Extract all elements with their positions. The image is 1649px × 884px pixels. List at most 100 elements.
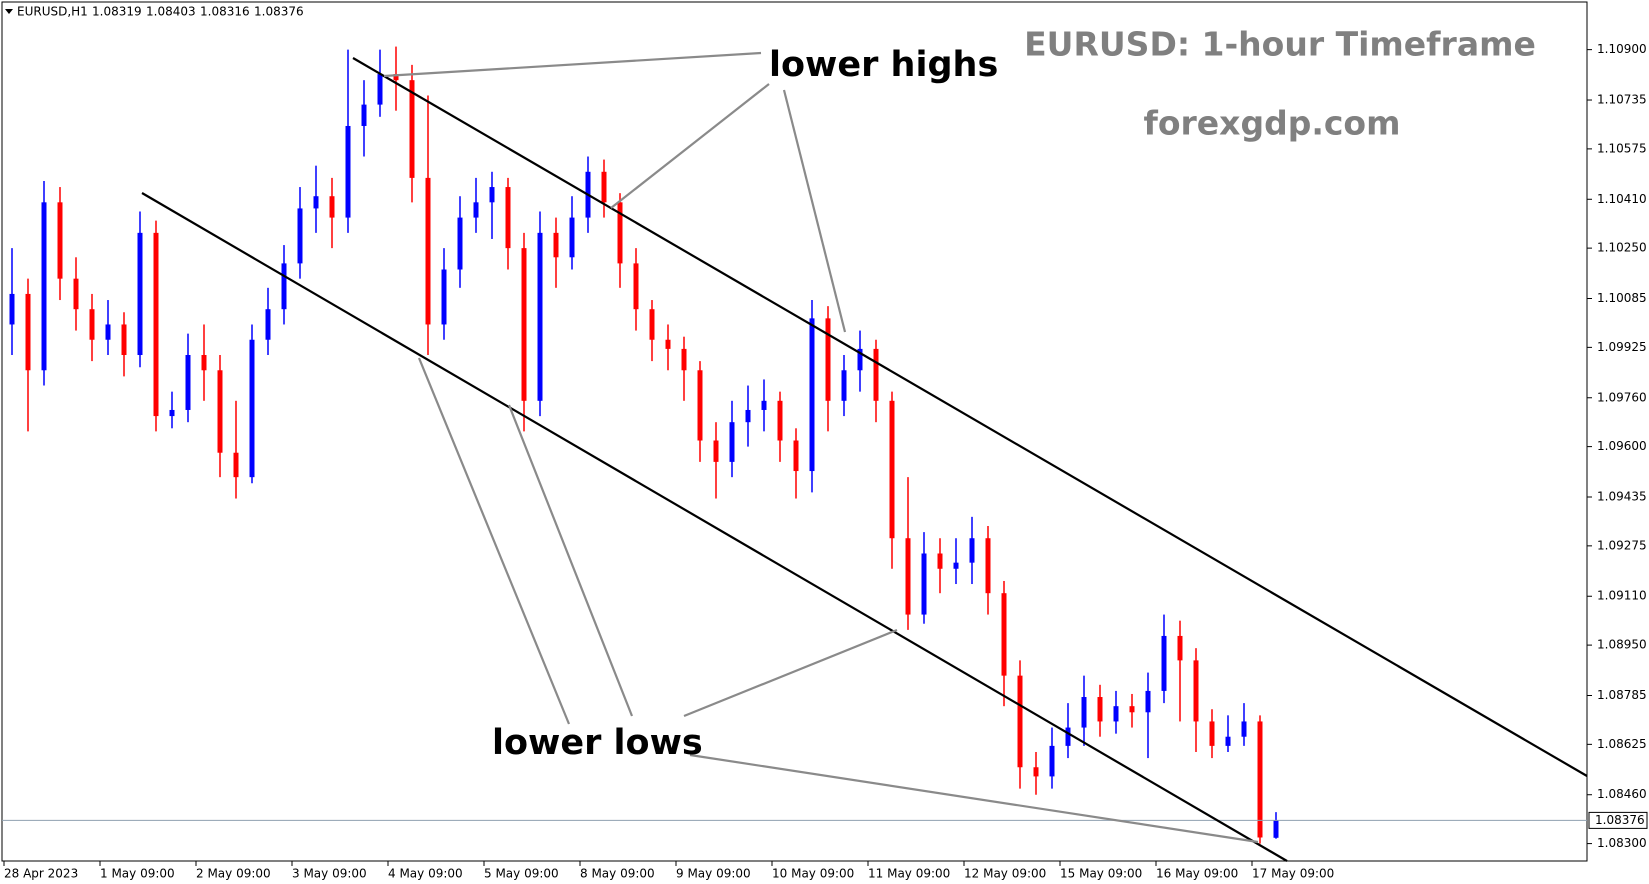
candle-body	[937, 553, 943, 569]
candle-body	[265, 309, 271, 340]
candle-body	[905, 538, 911, 615]
y-tick-label: 1.08785	[1597, 688, 1647, 702]
candle-body	[633, 263, 639, 310]
candle-body	[281, 263, 287, 310]
candle-body	[201, 355, 207, 371]
pointer-line	[507, 404, 634, 717]
candle-body	[1001, 593, 1007, 676]
candle-body	[1161, 635, 1167, 691]
y-tick-label: 1.10575	[1597, 141, 1647, 155]
candle-body	[841, 370, 847, 401]
menu-arrow[interactable]	[5, 9, 13, 14]
candle-body	[297, 208, 303, 264]
candle-body	[873, 348, 879, 401]
header-high: 1.08403	[146, 5, 196, 19]
x-tick-label: 3 May 09:00	[292, 867, 367, 881]
candle-body	[1097, 697, 1103, 722]
candle-body	[313, 196, 319, 209]
candle-body	[329, 196, 335, 218]
pointer-line	[417, 357, 571, 725]
candle-body	[1113, 706, 1119, 722]
candle-body	[153, 232, 159, 417]
candle-body	[57, 202, 63, 279]
pointer-line	[689, 753, 1259, 844]
x-tick-label: 1 May 09:00	[100, 867, 175, 881]
x-tick-label: 28 Apr 2023	[4, 867, 78, 881]
pointers	[383, 51, 1259, 844]
candle-body	[1129, 706, 1135, 713]
symbol: EURUSD,H1	[17, 5, 88, 19]
pointer-line	[683, 628, 898, 718]
candle-body	[953, 562, 959, 569]
candle-body	[729, 422, 735, 462]
x-tick-label: 9 May 09:00	[676, 867, 751, 881]
channel	[141, 57, 1588, 862]
candle-body	[473, 202, 479, 218]
candle-body	[697, 370, 703, 441]
candle-body	[1065, 727, 1071, 746]
candle-body	[121, 324, 127, 356]
x-tick-label: 16 May 09:00	[1156, 867, 1238, 881]
candle-body	[793, 440, 799, 472]
chart-title: EURUSD: 1-hour Timeframe	[1024, 25, 1536, 64]
pointer-line	[610, 83, 770, 209]
x-tick-label: 17 May 09:00	[1252, 867, 1334, 881]
candle-body	[1145, 690, 1151, 713]
y-tick-label: 1.10085	[1597, 291, 1647, 305]
x-tick-label: 2 May 09:00	[196, 867, 271, 881]
candle-body	[393, 74, 399, 81]
y-tick-label: 1.09760	[1597, 390, 1647, 404]
candle-body	[345, 125, 351, 218]
candle-body	[777, 400, 783, 441]
annotation: lower highs	[769, 45, 998, 85]
header-low: 1.08316	[200, 5, 250, 19]
x-tick-label: 15 May 09:00	[1060, 867, 1142, 881]
candle-body	[1209, 721, 1215, 746]
candle-body	[9, 293, 15, 325]
y-tick-label: 1.08625	[1597, 737, 1647, 751]
candle-body	[457, 217, 463, 270]
x-tick-label: 12 May 09:00	[964, 867, 1046, 881]
candle-body	[425, 177, 431, 325]
candle-body	[1049, 745, 1055, 777]
candle-body	[505, 187, 511, 249]
y-tick-label: 1.09925	[1597, 340, 1647, 354]
candle-body	[233, 452, 239, 478]
candle-body	[441, 269, 447, 325]
annotation: lower lows	[492, 723, 703, 763]
candle-body	[521, 248, 527, 401]
y-tick-label: 1.09435	[1597, 490, 1647, 504]
pointer-line	[383, 51, 762, 78]
candle-body	[1033, 767, 1039, 777]
y-tick-label: 1.10900	[1597, 42, 1647, 56]
x-tick-label: 5 May 09:00	[484, 867, 559, 881]
candle-body	[409, 80, 415, 178]
y-tick-label: 1.08460	[1597, 787, 1647, 801]
candle-body	[665, 339, 671, 349]
plot-frame	[1, 1, 1588, 862]
candle-body	[1081, 697, 1087, 728]
candle-body	[377, 74, 383, 105]
candle-body	[169, 409, 175, 417]
candle-body	[249, 339, 255, 478]
y-tick-label: 1.09110	[1597, 589, 1647, 603]
pointer-line	[782, 89, 847, 333]
x-tick-label: 11 May 09:00	[868, 867, 950, 881]
marks	[2, 46, 1587, 844]
y-tick-label: 1.09275	[1597, 538, 1647, 552]
current-price-box	[1588, 811, 1648, 829]
candle-body	[745, 409, 751, 423]
candle-body	[1017, 675, 1023, 768]
candle-body	[89, 309, 95, 340]
candle-body	[1177, 635, 1183, 661]
candle-body	[1241, 721, 1247, 737]
y-tick-label: 1.10250	[1597, 241, 1647, 255]
chart-subtitle: forexgdp.com	[1144, 104, 1401, 143]
candle-body	[969, 538, 975, 563]
candle-body	[761, 400, 767, 410]
candle-body	[489, 187, 495, 203]
header-close: 1.08376	[254, 5, 304, 19]
header-open: 1.08319	[92, 5, 142, 19]
